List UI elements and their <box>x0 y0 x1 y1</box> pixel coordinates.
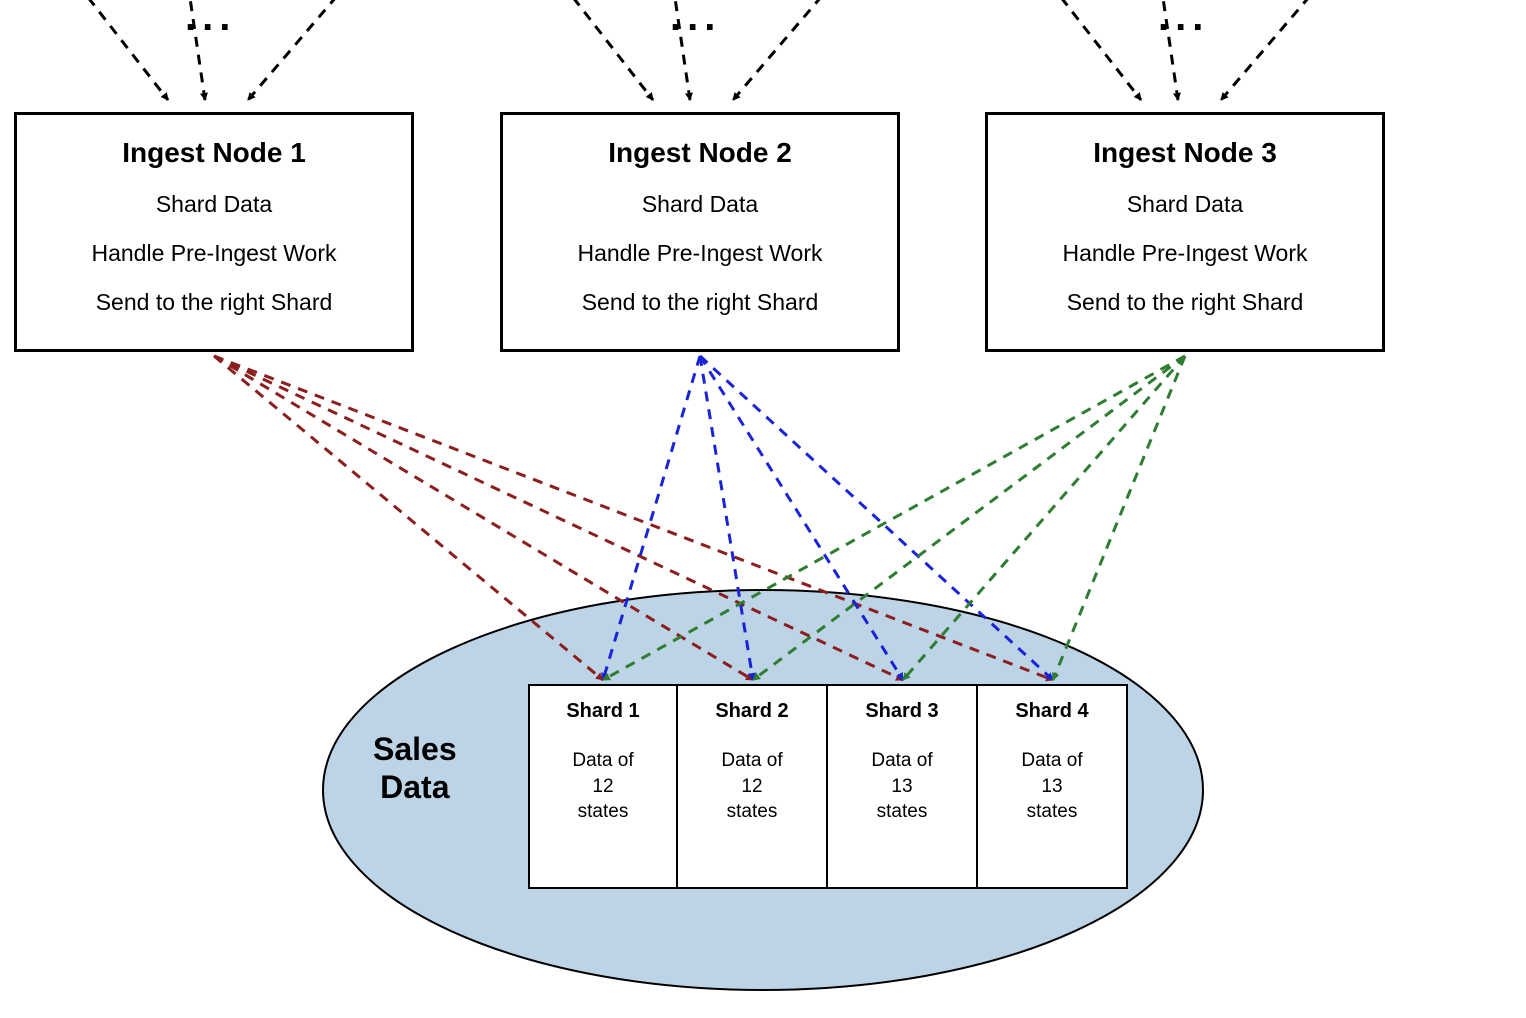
arrow <box>55 0 168 100</box>
shard-subtext: Data of 12 states <box>678 748 826 825</box>
ingest-node-1: Ingest Node 1 Shard Data Handle Pre-Inge… <box>14 112 414 352</box>
sales-data-container: Sales Data Shard 1 Data of 12 states Sha… <box>323 590 1203 990</box>
ingest-node-2: Ingest Node 2 Shard Data Handle Pre-Inge… <box>500 112 900 352</box>
arrow <box>248 0 372 100</box>
shard-box-4: Shard 4 Data of 13 states <box>978 684 1128 889</box>
shard-subtext: Data of 13 states <box>828 748 976 825</box>
ingest-node-title: Ingest Node 3 <box>998 137 1372 169</box>
shard-box-1: Shard 1 Data of 12 states <box>528 684 678 889</box>
ingest-node-line: Handle Pre-Ingest Work <box>998 240 1372 267</box>
input-ellipsis: ... <box>185 0 236 40</box>
sales-data-label: Sales Data <box>373 730 457 807</box>
ingest-node-line: Send to the right Shard <box>27 289 401 316</box>
shard-box-2: Shard 2 Data of 12 states <box>678 684 828 889</box>
ingest-node-3: Ingest Node 3 Shard Data Handle Pre-Inge… <box>985 112 1385 352</box>
ingest-node-line: Shard Data <box>998 191 1372 218</box>
shard-title: Shard 1 <box>530 700 676 723</box>
ingest-node-line: Shard Data <box>27 191 401 218</box>
ingest-node-line: Send to the right Shard <box>998 289 1372 316</box>
input-ellipsis: ... <box>670 0 721 40</box>
shards-row: Shard 1 Data of 12 states Shard 2 Data o… <box>528 684 1128 889</box>
shard-subtext: Data of 13 states <box>978 748 1126 825</box>
shard-title: Shard 2 <box>678 700 826 723</box>
ingest-node-title: Ingest Node 1 <box>27 137 401 169</box>
ingest-node-line: Handle Pre-Ingest Work <box>513 240 887 267</box>
shard-title: Shard 3 <box>828 700 976 723</box>
shard-box-3: Shard 3 Data of 13 states <box>828 684 978 889</box>
arrow <box>1028 0 1141 100</box>
ingest-node-line: Shard Data <box>513 191 887 218</box>
arrow <box>1221 0 1345 100</box>
ingest-node-line: Handle Pre-Ingest Work <box>27 240 401 267</box>
shard-title: Shard 4 <box>978 700 1126 723</box>
ingest-node-line: Send to the right Shard <box>513 289 887 316</box>
diagram-canvas: ... Ingest Node 1 Shard Data Handle Pre-… <box>0 0 1526 1018</box>
ingest-node-title: Ingest Node 2 <box>513 137 887 169</box>
input-ellipsis: ... <box>1158 0 1209 40</box>
shard-subtext: Data of 12 states <box>530 748 676 825</box>
arrow <box>733 0 857 100</box>
arrow <box>540 0 653 100</box>
